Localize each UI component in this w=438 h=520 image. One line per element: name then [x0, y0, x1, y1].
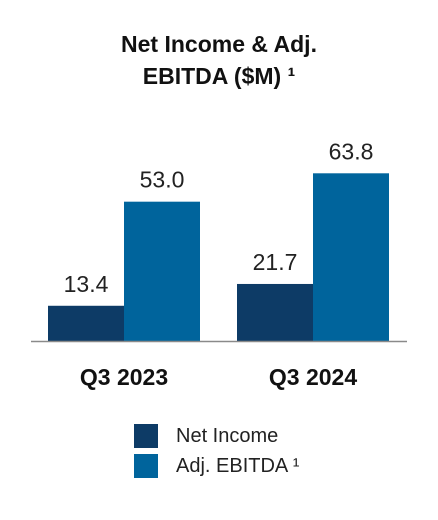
- data-label-net-income-q3-2023: 13.4: [64, 271, 109, 297]
- chart-title-line-2: EBITDA ($M) ¹: [142, 63, 296, 89]
- legend-item-net-income: Net Income: [134, 424, 299, 448]
- legend-item-adj-ebitda: Adj. EBITDA ¹: [134, 454, 299, 478]
- bar-adj-ebitda-q3-2023: [124, 201, 200, 341]
- chart-title-line-1: Net Income & Adj.: [121, 31, 317, 57]
- bar-chart: 13.4 53.0 Q3 2023 21.7 63.8 Q3 2024: [31, 138, 407, 390]
- chart-title: Net Income & Adj. EBITDA ($M) ¹: [0, 28, 438, 92]
- data-label-adj-ebitda-q3-2023: 53.0: [140, 167, 185, 193]
- legend-swatch-adj-ebitda: [134, 454, 158, 478]
- category-label-q3-2023: Q3 2023: [80, 364, 168, 390]
- legend: Net Income Adj. EBITDA ¹: [134, 424, 299, 484]
- data-label-net-income-q3-2024: 21.7: [253, 249, 298, 275]
- category-label-q3-2024: Q3 2024: [269, 364, 357, 390]
- bar-net-income-q3-2023: [48, 305, 124, 341]
- legend-label-net-income: Net Income: [176, 424, 279, 447]
- legend-swatch-net-income: [134, 424, 158, 448]
- bar-adj-ebitda-q3-2024: [313, 173, 389, 341]
- data-label-adj-ebitda-q3-2024: 63.8: [329, 138, 374, 164]
- legend-label-adj-ebitda: Adj. EBITDA ¹: [176, 454, 300, 477]
- bar-net-income-q3-2024: [237, 283, 313, 341]
